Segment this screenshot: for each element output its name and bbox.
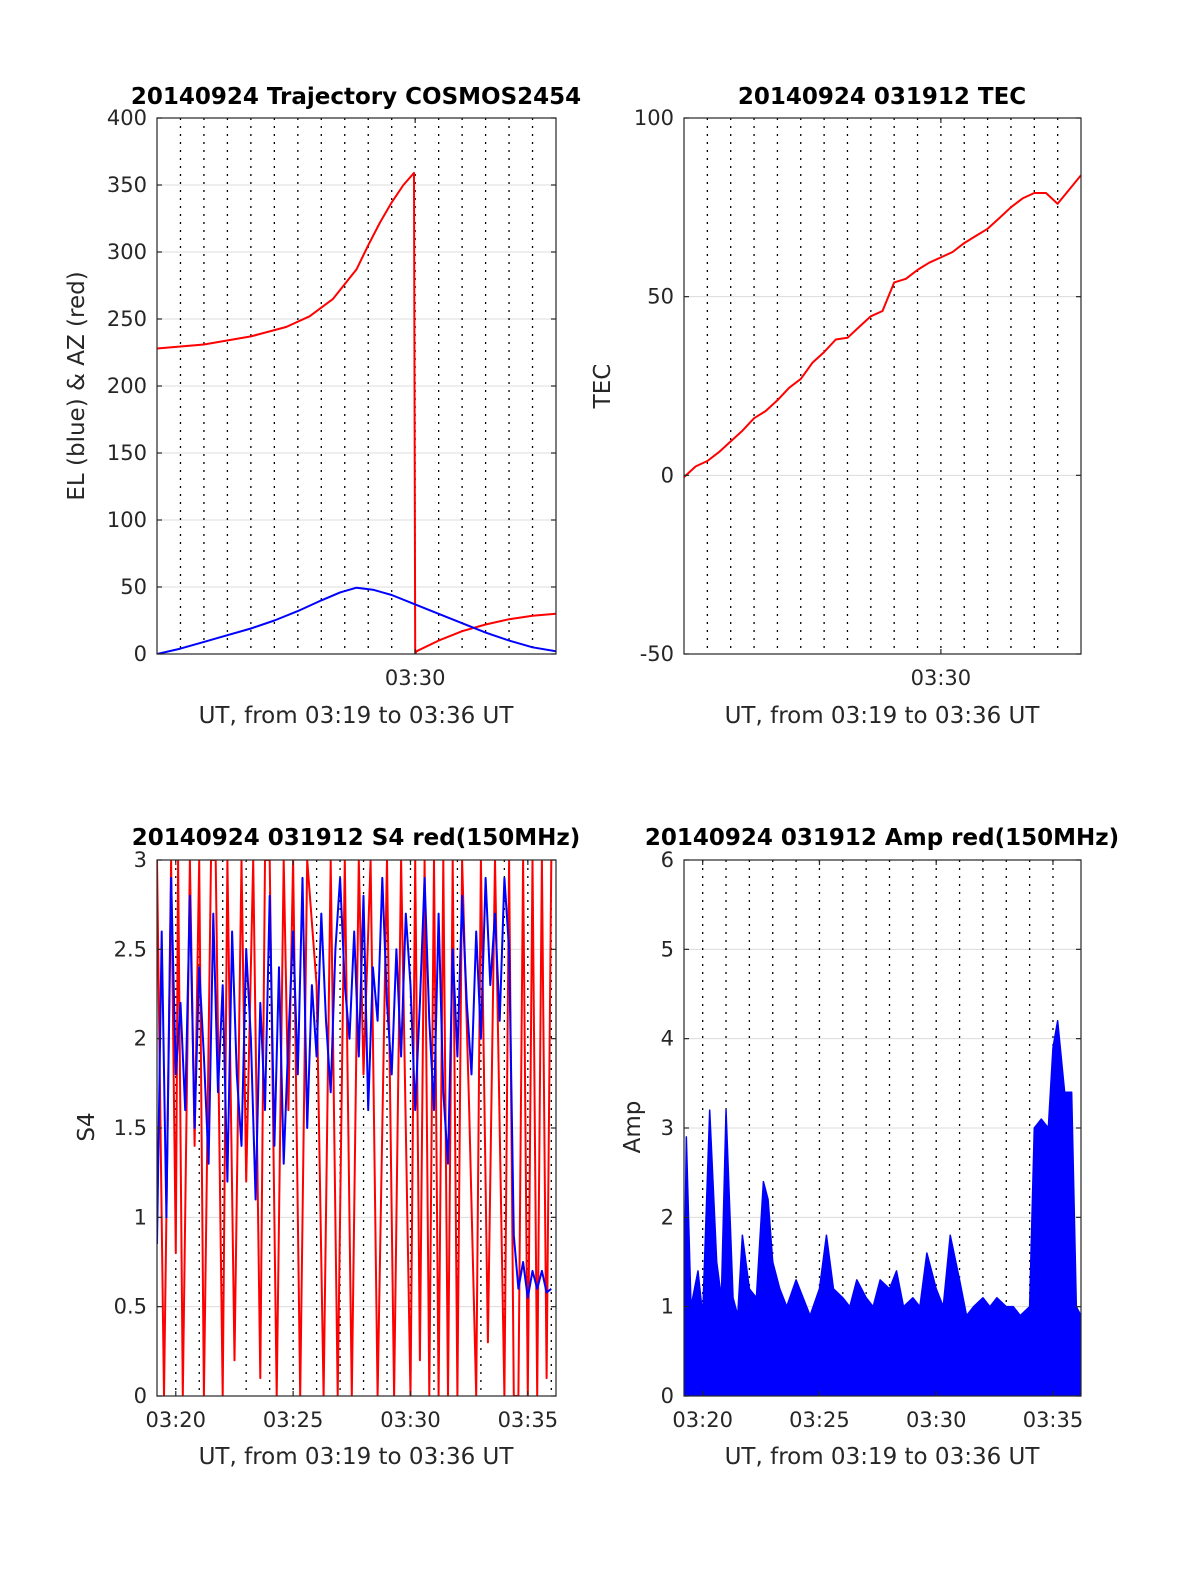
trajectory-ytick-label-7: 350	[107, 173, 147, 197]
trajectory-ytick-label-3: 150	[107, 441, 147, 465]
tec-xlabel: UT, from 03:19 to 03:36 UT	[725, 703, 1041, 729]
trajectory-ytick-label-5: 250	[107, 307, 147, 331]
trajectory-ytick-label-8: 400	[107, 106, 147, 130]
s4-ytick-label-4: 2	[134, 1027, 147, 1051]
tec-ytick-label-3: 100	[634, 106, 674, 130]
trajectory-series-0	[157, 171, 556, 654]
trajectory-ytick-label-4: 200	[107, 374, 147, 398]
s4-plot-area	[157, 860, 553, 1396]
s4-xtick-label-1: 03:25	[263, 1408, 324, 1432]
trajectory-ytick-label-1: 50	[120, 575, 147, 599]
amp-ytick-label-5: 5	[661, 937, 674, 961]
amp-xlabel: UT, from 03:19 to 03:36 UT	[725, 1444, 1041, 1470]
trajectory-series-1	[157, 586, 556, 654]
trajectory-xtick-label-0: 03:30	[385, 666, 446, 690]
amp-ytick-label-6: 6	[661, 848, 674, 872]
trajectory-title: 20140924 Trajectory COSMOS2454	[131, 84, 581, 110]
amp-xtick-label-2: 03:30	[906, 1408, 967, 1432]
s4-panel: 20140924 031912 S4 red(150MHz) UT, from …	[74, 825, 580, 1470]
trajectory-ytick-label-0: 0	[134, 642, 147, 666]
s4-xtick-label-2: 03:30	[380, 1408, 441, 1432]
trajectory-ytick-label-6: 300	[107, 240, 147, 264]
amp-series-0	[684, 1020, 1081, 1396]
tec-plot-area	[684, 174, 1081, 478]
s4-ytick-label-5: 2.5	[114, 937, 147, 961]
amp-title: 20140924 031912 Amp red(150MHz)	[645, 825, 1119, 851]
trajectory-gridlines	[157, 117, 556, 655]
s4-xlabel: UT, from 03:19 to 03:36 UT	[199, 1444, 515, 1470]
amp-xtick-label-3: 03:35	[1023, 1408, 1084, 1432]
tec-ytick-label-0: -50	[640, 642, 674, 666]
tec-ylabel: TEC	[590, 364, 616, 410]
tec-title: 20140924 031912 TEC	[738, 84, 1026, 110]
trajectory-ylabel: EL (blue) & AZ (red)	[64, 271, 90, 500]
s4-xtick-label-3: 03:35	[498, 1408, 559, 1432]
amp-ytick-label-4: 4	[661, 1027, 674, 1051]
tec-xtick-label-0: 03:30	[911, 666, 972, 690]
trajectory-plot-area	[157, 171, 556, 654]
s4-ylabel: S4	[74, 1112, 100, 1141]
amp-xtick-label-1: 03:25	[789, 1408, 850, 1432]
s4-series-1	[157, 876, 552, 1299]
s4-ytick-label-1: 0.5	[114, 1295, 147, 1319]
s4-xtick-label-0: 03:20	[146, 1408, 207, 1432]
trajectory-ytick-label-2: 100	[107, 508, 147, 532]
tec-ytick-label-1: 0	[661, 463, 674, 487]
amp-ytick-label-1: 1	[661, 1295, 674, 1319]
amp-plot-area	[684, 1020, 1081, 1396]
amp-xtick-label-0: 03:20	[672, 1408, 733, 1432]
amp-ytick-label-2: 2	[661, 1205, 674, 1229]
tec-ytick-label-2: 50	[647, 285, 674, 309]
tec-panel: 20140924 031912 TEC UT, from 03:19 to 03…	[590, 84, 1082, 729]
s4-ytick-label-2: 1	[134, 1205, 147, 1229]
trajectory-panel: 20140924 Trajectory COSMOS2454 UT, from …	[64, 84, 581, 729]
tec-series-0	[684, 174, 1081, 478]
trajectory-xlabel: UT, from 03:19 to 03:36 UT	[199, 703, 515, 729]
s4-ytick-label-3: 1.5	[114, 1116, 147, 1140]
amp-panel: 20140924 031912 Amp red(150MHz) UT, from…	[620, 825, 1119, 1470]
s4-ytick-label-0: 0	[134, 1384, 147, 1408]
s4-ytick-label-6: 3	[134, 848, 147, 872]
amp-ytick-label-3: 3	[661, 1116, 674, 1140]
amp-ytick-label-0: 0	[661, 1384, 674, 1408]
tec-axes-box	[683, 117, 1082, 655]
s4-title: 20140924 031912 S4 red(150MHz)	[132, 825, 581, 851]
amp-ylabel: Amp	[620, 1101, 646, 1154]
